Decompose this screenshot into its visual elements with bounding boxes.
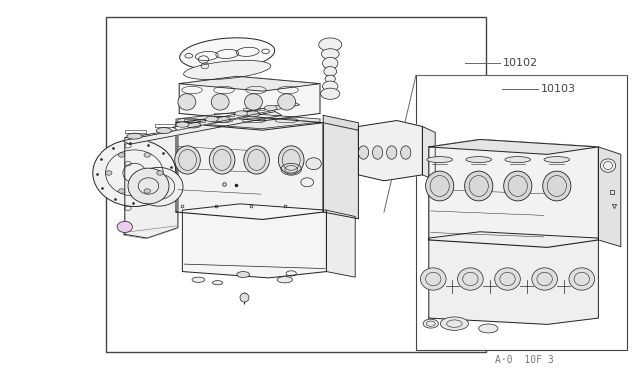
Text: 10102: 10102 [503, 58, 538, 68]
Polygon shape [179, 76, 320, 91]
Polygon shape [422, 126, 435, 180]
Ellipse shape [157, 171, 163, 175]
Ellipse shape [358, 146, 369, 159]
Polygon shape [182, 204, 326, 278]
Ellipse shape [505, 157, 531, 163]
Ellipse shape [215, 116, 230, 122]
Ellipse shape [244, 94, 262, 110]
Ellipse shape [321, 88, 340, 99]
Ellipse shape [106, 171, 112, 175]
Ellipse shape [235, 111, 248, 116]
Ellipse shape [465, 171, 493, 201]
Polygon shape [326, 210, 355, 277]
Polygon shape [429, 140, 598, 154]
Ellipse shape [205, 116, 218, 122]
Polygon shape [598, 147, 621, 247]
Ellipse shape [127, 133, 142, 139]
Polygon shape [123, 112, 282, 144]
Ellipse shape [458, 268, 483, 290]
Ellipse shape [306, 158, 321, 170]
Text: 10103: 10103 [541, 84, 576, 94]
Ellipse shape [237, 272, 250, 278]
Ellipse shape [186, 122, 201, 128]
Ellipse shape [264, 105, 277, 110]
Ellipse shape [211, 94, 229, 110]
Text: A·0  10F 3: A·0 10F 3 [495, 355, 554, 365]
Ellipse shape [600, 159, 616, 172]
Ellipse shape [372, 146, 383, 159]
Ellipse shape [278, 94, 296, 110]
Polygon shape [173, 102, 300, 130]
Polygon shape [125, 130, 178, 238]
Ellipse shape [180, 38, 275, 70]
Ellipse shape [495, 268, 520, 290]
Ellipse shape [569, 268, 595, 290]
Polygon shape [176, 115, 323, 219]
Polygon shape [429, 232, 598, 324]
Polygon shape [179, 76, 320, 121]
Ellipse shape [175, 146, 200, 174]
Ellipse shape [319, 38, 342, 51]
Polygon shape [176, 112, 320, 129]
Ellipse shape [325, 75, 335, 83]
Ellipse shape [324, 67, 337, 76]
Polygon shape [176, 115, 323, 130]
Ellipse shape [184, 60, 271, 80]
Bar [416, 75, 627, 350]
Ellipse shape [532, 268, 557, 290]
Ellipse shape [323, 57, 338, 69]
Ellipse shape [244, 146, 269, 174]
Ellipse shape [134, 167, 183, 206]
Polygon shape [323, 123, 358, 219]
Ellipse shape [504, 171, 532, 201]
Ellipse shape [209, 146, 235, 174]
Polygon shape [429, 140, 598, 247]
Ellipse shape [543, 171, 571, 201]
Ellipse shape [178, 94, 196, 110]
Ellipse shape [93, 140, 176, 206]
Ellipse shape [156, 128, 172, 134]
Ellipse shape [212, 280, 223, 285]
Ellipse shape [144, 189, 150, 193]
Ellipse shape [118, 189, 125, 193]
Ellipse shape [240, 293, 249, 302]
Ellipse shape [278, 146, 304, 174]
Ellipse shape [401, 146, 411, 159]
Ellipse shape [479, 324, 498, 333]
Ellipse shape [466, 157, 492, 163]
Ellipse shape [420, 268, 446, 290]
Ellipse shape [192, 277, 205, 282]
Ellipse shape [426, 171, 454, 201]
Ellipse shape [118, 153, 125, 157]
Ellipse shape [423, 319, 438, 328]
Ellipse shape [427, 157, 452, 163]
Ellipse shape [117, 221, 132, 232]
Bar [106, 17, 486, 352]
Ellipse shape [544, 157, 570, 163]
Ellipse shape [128, 168, 169, 204]
Ellipse shape [440, 317, 468, 330]
Ellipse shape [277, 277, 292, 283]
Ellipse shape [144, 153, 150, 157]
Ellipse shape [387, 146, 397, 159]
Polygon shape [323, 115, 358, 130]
Ellipse shape [176, 122, 189, 127]
Ellipse shape [323, 81, 338, 92]
Ellipse shape [244, 111, 260, 117]
Polygon shape [358, 121, 422, 181]
Ellipse shape [321, 49, 339, 59]
